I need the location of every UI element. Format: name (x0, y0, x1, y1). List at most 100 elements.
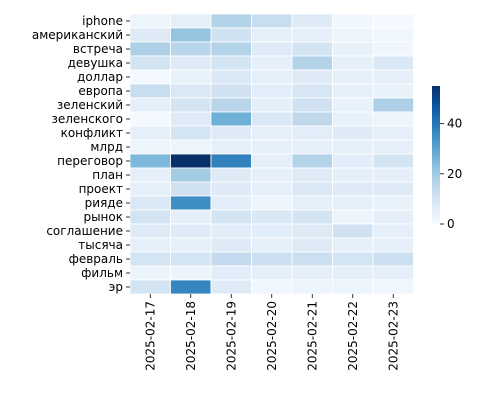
heatmap-cell (129, 41, 171, 57)
row-label: февраль (69, 252, 123, 266)
heatmap-cell (372, 27, 414, 43)
heatmap-cell (170, 265, 212, 281)
heatmap-cell (372, 223, 414, 239)
row-label: зеленский (57, 98, 123, 112)
row-label: доллар (77, 70, 123, 84)
row-label: конфликт (61, 126, 123, 140)
heatmap-cell (170, 97, 212, 113)
heatmap-cell (372, 97, 414, 113)
heatmap-cell (210, 41, 252, 57)
heatmap-cell (129, 167, 171, 183)
heatmap-cell (210, 195, 252, 211)
heatmap-cell (372, 279, 414, 295)
column-label: 2025-02-18 (184, 301, 198, 371)
heatmap-cell (210, 13, 252, 29)
heatmap-cell (291, 223, 333, 239)
heatmap-cell (332, 251, 374, 267)
heatmap-cell (170, 69, 212, 85)
row-label: тысяча (78, 238, 123, 252)
heatmap-cell (129, 181, 171, 197)
column-label: 2025-02-21 (305, 301, 319, 371)
column-label: 2025-02-17 (143, 301, 157, 371)
row-label: план (92, 168, 123, 182)
heatmap-cell (251, 83, 293, 99)
heatmap-cell (291, 251, 333, 267)
heatmap-cell (251, 27, 293, 43)
heatmap-cell (210, 265, 252, 281)
row-labels: iphoneамериканскийвстречадевушкадолларев… (32, 14, 130, 294)
row-label: соглашение (46, 224, 123, 238)
heatmap-cell (170, 27, 212, 43)
heatmap-cell (251, 265, 293, 281)
heatmap-cells (129, 13, 414, 295)
heatmap-cell (251, 69, 293, 85)
heatmap-cell (372, 139, 414, 155)
heatmap-cell (251, 125, 293, 141)
heatmap-cell (372, 251, 414, 267)
heatmap-cell (251, 195, 293, 211)
heatmap-cell (251, 279, 293, 295)
heatmap-cell (210, 153, 252, 169)
column-label: 2025-02-22 (346, 301, 360, 371)
heatmap-cell (372, 237, 414, 253)
row-label: фильм (81, 266, 123, 280)
row-label: млрд (90, 140, 123, 154)
heatmap-cell (291, 139, 333, 155)
colorbar-ticks: 0 20 40 (440, 117, 462, 231)
row-label: рияде (85, 196, 123, 210)
heatmap-cell (210, 139, 252, 155)
heatmap-cell (210, 97, 252, 113)
row-label: эр (109, 280, 123, 294)
heatmap-cell (251, 139, 293, 155)
heatmap-cell (291, 83, 333, 99)
heatmap-cell (291, 111, 333, 127)
heatmap-cell (210, 27, 252, 43)
heatmap-cell (372, 167, 414, 183)
heatmap-cell (129, 27, 171, 43)
heatmap-cell (291, 237, 333, 253)
colorbar-tick-label: 0 (447, 217, 455, 231)
column-label: 2025-02-20 (265, 301, 279, 371)
heatmap-cell (332, 27, 374, 43)
heatmap-cell (170, 181, 212, 197)
row-label: европа (78, 84, 123, 98)
column-labels: 2025-02-17 2025-02-18 2025-02-19 2025-02-20… (143, 294, 400, 371)
heatmap-cell (210, 181, 252, 197)
heatmap-cell (129, 279, 171, 295)
heatmap-cell (170, 195, 212, 211)
heatmap-cell (251, 209, 293, 225)
heatmap-cell (129, 55, 171, 71)
heatmap-cell (372, 195, 414, 211)
colorbar-tick-label: 20 (447, 167, 462, 181)
heatmap-cell (332, 69, 374, 85)
heatmap-cell (291, 279, 333, 295)
heatmap-cell (170, 83, 212, 99)
heatmap-cell (291, 69, 333, 85)
heatmap-cell (170, 139, 212, 155)
heatmap-cell (129, 195, 171, 211)
heatmap-cell (291, 167, 333, 183)
heatmap-cell (251, 13, 293, 29)
heatmap-cell (332, 167, 374, 183)
heatmap-cell (251, 167, 293, 183)
heatmap-cell (332, 111, 374, 127)
heatmap-cell (170, 223, 212, 239)
heatmap-cell (251, 251, 293, 267)
heatmap-cell (291, 195, 333, 211)
heatmap-cell (210, 279, 252, 295)
heatmap-cell (170, 13, 212, 29)
heatmap-cell (372, 125, 414, 141)
column-label: 2025-02-23 (386, 301, 400, 371)
heatmap-cell (332, 41, 374, 57)
heatmap-cell (372, 265, 414, 281)
heatmap-cell (170, 55, 212, 71)
heatmap-cell (332, 237, 374, 253)
row-label: переговор (57, 154, 123, 168)
heatmap-cell (372, 153, 414, 169)
heatmap-cell (251, 181, 293, 197)
heatmap-cell (251, 111, 293, 127)
heatmap-cell (332, 97, 374, 113)
heatmap-cell (291, 13, 333, 29)
heatmap-cell (210, 209, 252, 225)
heatmap-cell (129, 237, 171, 253)
